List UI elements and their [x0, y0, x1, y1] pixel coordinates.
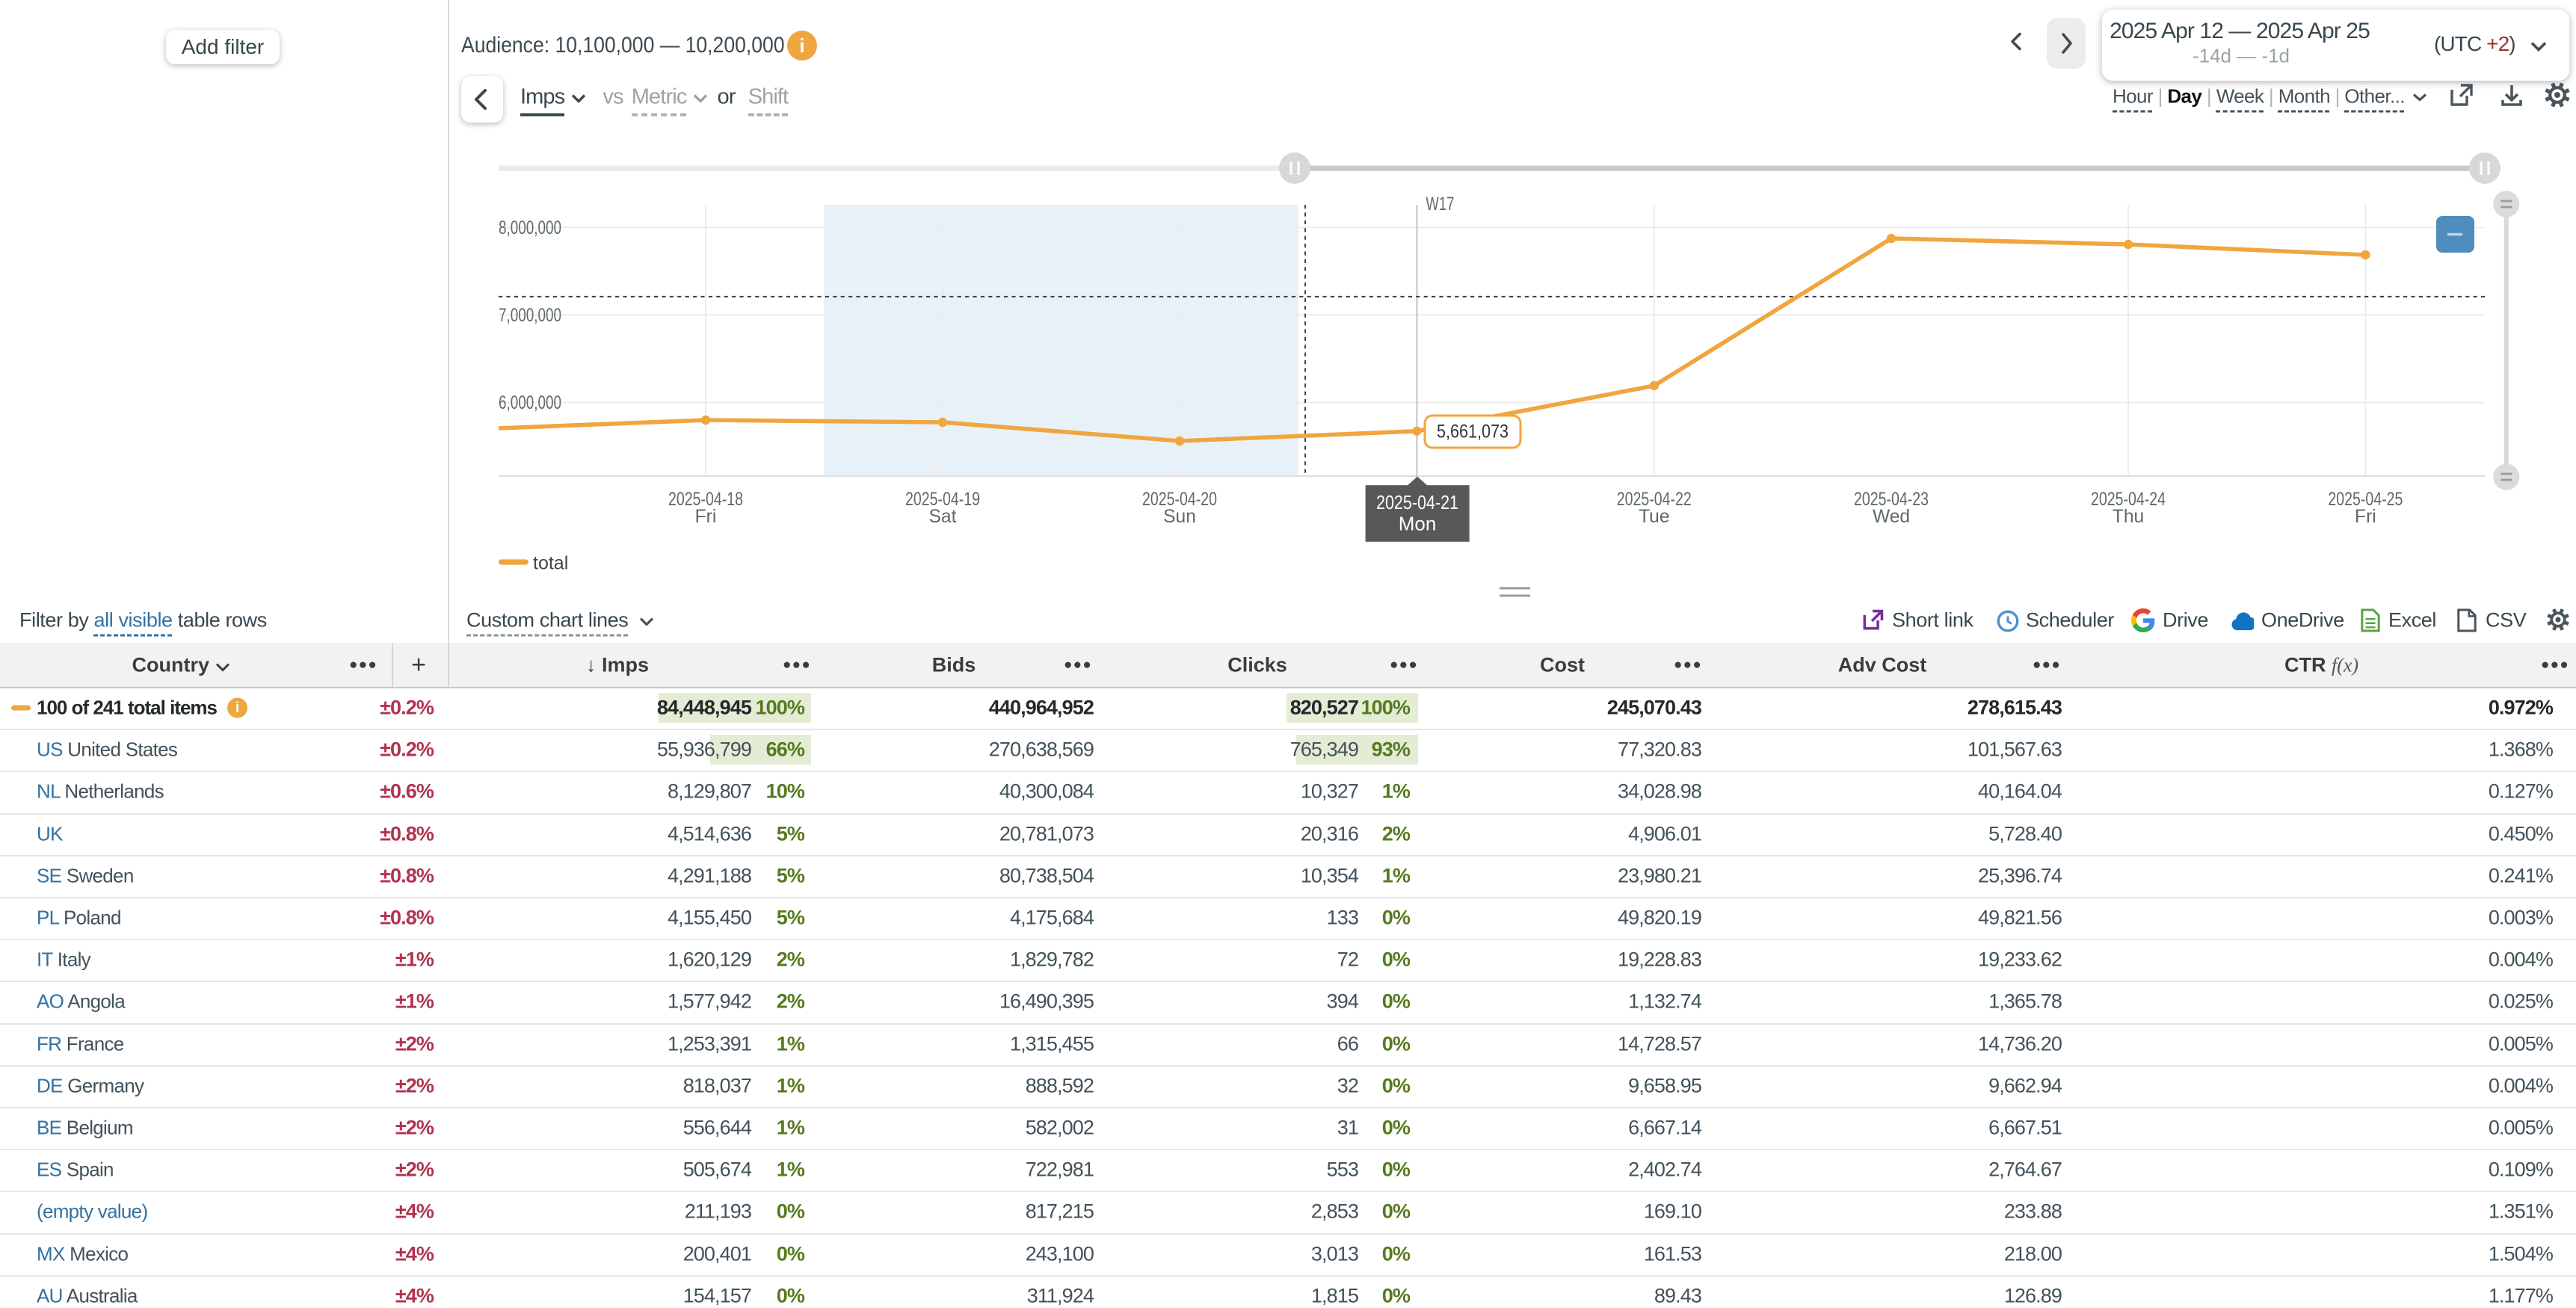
svg-text:Sat: Sat [929, 507, 957, 527]
svg-text:W17: W17 [1426, 194, 1454, 215]
svg-text:Wed: Wed [1873, 507, 1910, 527]
svg-text:Fri: Fri [2355, 507, 2376, 527]
svg-text:2025-04-21: 2025-04-21 [1376, 491, 1458, 513]
svg-text:2025-04-23: 2025-04-23 [1854, 490, 1929, 510]
svg-text:2025-04-24: 2025-04-24 [2091, 490, 2166, 510]
svg-text:Tue: Tue [1639, 507, 1669, 527]
svg-text:2025-04-20: 2025-04-20 [1142, 490, 1217, 510]
svg-text:Mon: Mon [1399, 513, 1437, 535]
svg-text:2025-04-25: 2025-04-25 [2328, 490, 2403, 510]
svg-text:2025-04-19: 2025-04-19 [905, 490, 980, 510]
svg-text:2025-04-18: 2025-04-18 [668, 490, 743, 510]
svg-text:8,000,000: 8,000,000 [499, 218, 561, 238]
svg-text:6,000,000: 6,000,000 [499, 393, 561, 413]
svg-text:total: total [533, 553, 568, 574]
svg-text:Sun: Sun [1163, 507, 1196, 527]
svg-text:Fri: Fri [695, 507, 717, 527]
svg-text:7,000,000: 7,000,000 [499, 306, 561, 326]
svg-text:Thu: Thu [2113, 507, 2144, 527]
svg-text:5,661,073: 5,661,073 [1437, 422, 1509, 442]
svg-text:2025-04-22: 2025-04-22 [1617, 490, 1692, 510]
